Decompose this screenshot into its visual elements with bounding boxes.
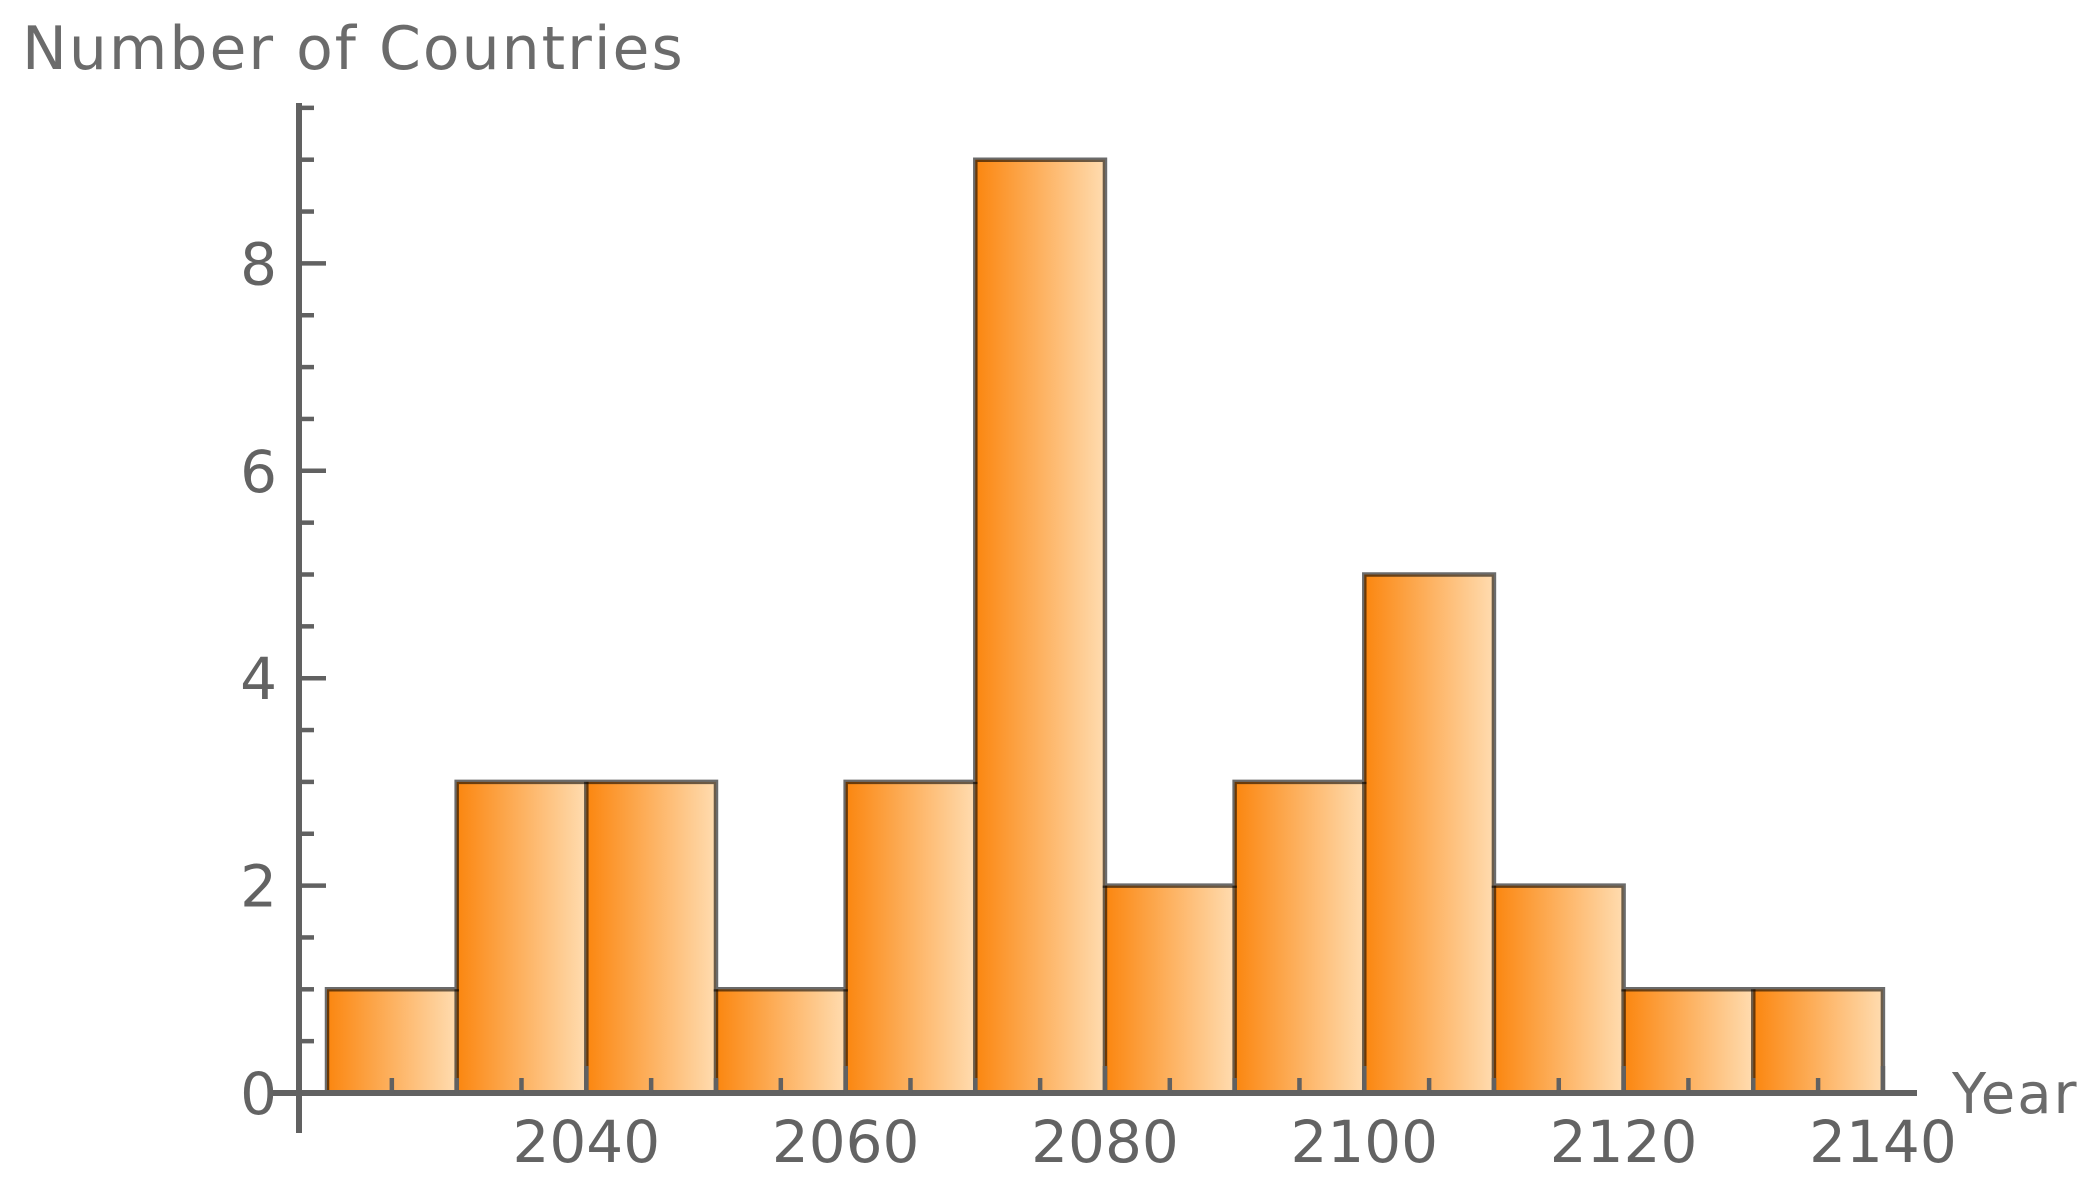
histogram-bar-2030-2040 <box>456 781 587 1093</box>
histogram-bar-2060-2070 <box>845 781 976 1093</box>
histogram-bar-2050-2060 <box>715 989 846 1093</box>
y-tick-label-0: 0 <box>240 1060 277 1128</box>
x-tick-label-2040: 2040 <box>513 1108 661 1176</box>
histogram-bar-2080-2090 <box>1104 885 1235 1093</box>
x-tick-label-2140: 2140 <box>1809 1108 1957 1176</box>
x-tick-label-2080: 2080 <box>1031 1108 1179 1176</box>
x-tick-label-2120: 2120 <box>1550 1108 1698 1176</box>
histogram-bar-2100-2110 <box>1364 574 1494 1093</box>
tick-labels-group: 0 2 4 6 8 2040 2060 2080 2100 2120 2140 <box>240 230 1957 1176</box>
y-axis-title: Number of Countries <box>22 14 685 84</box>
histogram-bar-2090-2100 <box>1234 781 1365 1093</box>
y-tick-label-2: 2 <box>240 853 277 921</box>
y-tick-label-6: 6 <box>240 438 277 506</box>
x-tick-label-2100: 2100 <box>1290 1108 1438 1176</box>
axes-group <box>268 103 1917 1133</box>
histogram-bar-2120-2130 <box>1623 989 1754 1093</box>
bars-group <box>324 157 1886 1093</box>
x-tick-label-2060: 2060 <box>772 1108 920 1176</box>
y-tick-label-4: 4 <box>240 645 277 713</box>
histogram-bar-2130-2140 <box>1753 989 1883 1093</box>
histogram-bar-2020-2030 <box>327 989 457 1093</box>
histogram-bar-2070-2080 <box>975 159 1105 1093</box>
bars-outline <box>324 157 1886 1093</box>
histogram-bar-2040-2050 <box>586 781 716 1093</box>
histogram-bar-2110-2120 <box>1493 885 1624 1093</box>
y-tick-label-8: 8 <box>240 230 277 298</box>
x-axis-title: Year <box>1952 1062 2079 1127</box>
